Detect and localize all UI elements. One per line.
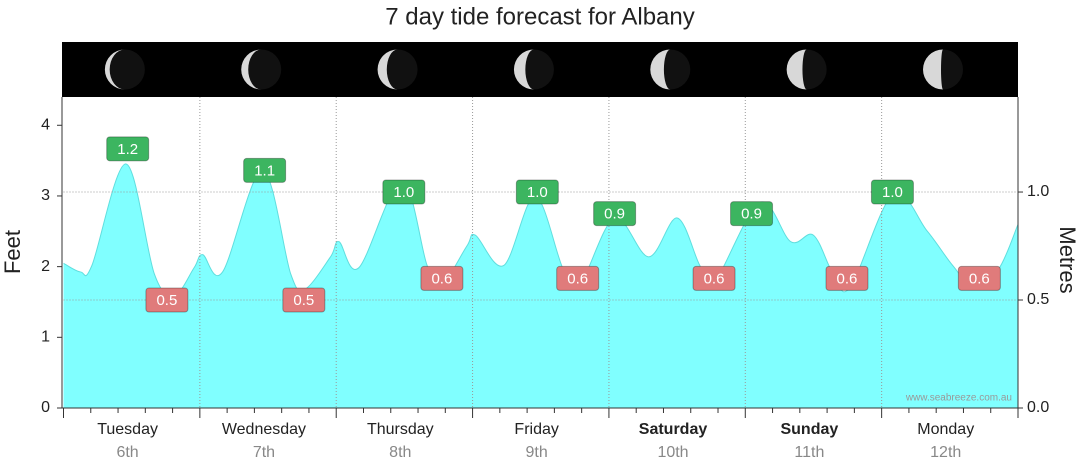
date-label: 7th <box>253 444 275 461</box>
date-label: 6th <box>116 444 138 461</box>
plot-area <box>63 97 1019 408</box>
tide-badge <box>730 201 774 227</box>
tide-badge <box>515 179 559 205</box>
tide-value-label: 0.5 <box>156 292 177 309</box>
tide-badge <box>243 157 287 183</box>
tide-value-label: 0.6 <box>431 270 452 287</box>
day-label: Monday <box>917 421 974 438</box>
moon-lit <box>923 49 944 90</box>
watermark: www.seabreeze.com.au <box>905 393 1012 404</box>
day-label: Wednesday <box>222 421 306 438</box>
y2-tick-label: 0.0 <box>1027 399 1049 416</box>
moon-disc <box>241 49 282 90</box>
moon-lit <box>241 49 262 90</box>
moon-phases <box>104 49 964 90</box>
day-label: Friday <box>514 421 558 438</box>
tide-badge <box>692 265 736 291</box>
tide-badge <box>556 265 600 291</box>
y-tick-label: 0 <box>41 399 50 416</box>
moon-lit <box>513 49 534 90</box>
day-label: Sunday <box>780 421 838 438</box>
tide-value-label: 0.6 <box>704 270 725 287</box>
date-label: 10th <box>657 444 688 461</box>
tide-value-label: 0.6 <box>969 270 990 287</box>
tide-value-label: 0.9 <box>604 206 625 223</box>
y-tick-label: 4 <box>41 116 50 133</box>
moon-lit <box>650 49 671 90</box>
day-label: Tuesday <box>97 421 158 438</box>
date-label: 12th <box>930 444 961 461</box>
y2-axis-label: Metres <box>1055 226 1080 293</box>
moon-disc <box>104 49 145 90</box>
tide-badge <box>282 287 326 313</box>
tide-badge <box>825 265 869 291</box>
day-label: Saturday <box>639 421 708 438</box>
tide-badge <box>145 287 189 313</box>
date-label: 11th <box>794 444 824 461</box>
date-label: 9th <box>526 444 548 461</box>
tide-value-label: 0.9 <box>741 206 762 223</box>
moon-lit <box>104 49 125 90</box>
tide-value-label: 1.2 <box>117 141 138 158</box>
tide-value-label: 0.6 <box>837 270 858 287</box>
tide-value-label: 0.6 <box>567 270 588 287</box>
y-axis-label: Feet <box>0 230 25 274</box>
chart-title: 7 day tide forecast for Albany <box>385 3 695 30</box>
y2-tick-label: 1.0 <box>1027 183 1049 200</box>
tide-badge <box>106 136 150 162</box>
moon-lit <box>786 49 807 90</box>
area-fill <box>63 163 1018 408</box>
tide-value-label: 1.1 <box>254 162 275 179</box>
tide-badge <box>382 179 426 205</box>
y-tick-label: 2 <box>41 258 50 275</box>
y2-tick-label: 0.5 <box>1027 291 1049 308</box>
tide-badge <box>593 201 637 227</box>
date-label: 8th <box>389 444 411 461</box>
day-label: Thursday <box>367 421 434 438</box>
y-tick-label: 1 <box>41 329 50 346</box>
tide-value-label: 1.0 <box>393 184 414 201</box>
tide-badge <box>957 265 1001 291</box>
tide-badge <box>420 265 464 291</box>
y-tick-label: 3 <box>41 187 50 204</box>
moon-lit <box>377 49 398 90</box>
tide-value-label: 0.5 <box>293 292 314 309</box>
tide-badge <box>870 179 914 205</box>
tide-value-label: 1.0 <box>527 184 548 201</box>
tide-value-label: 1.0 <box>882 184 903 201</box>
